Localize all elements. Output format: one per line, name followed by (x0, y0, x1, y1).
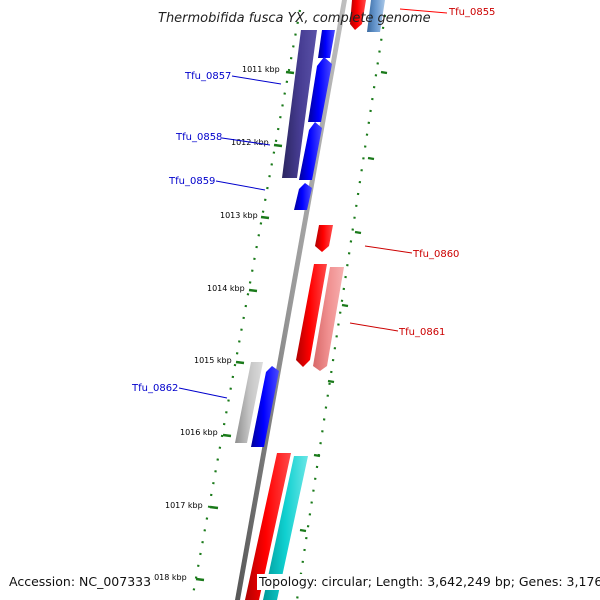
gene-tfu-0855 (350, 0, 366, 30)
tick-mark (327, 379, 335, 384)
tick-mark (354, 230, 362, 235)
tick-label: 1017 kbp (165, 501, 203, 510)
tick-mark (285, 70, 295, 75)
feature-grey (235, 362, 263, 443)
topology-label: Topology: circular; Length: 3,642,249 bp… (257, 574, 600, 590)
genome-backbone (235, 0, 347, 600)
feature-cyan (263, 456, 308, 600)
gene-tfu-0861-a (296, 264, 327, 367)
tick-mark (341, 303, 349, 308)
gene-tfu-0860 (315, 225, 333, 252)
gene-label-tfu-0859: Tfu_0859 (168, 176, 215, 187)
tick-mark (273, 143, 283, 148)
tick-mark (299, 528, 307, 533)
tick-label: 1016 kbp (180, 428, 218, 437)
gene-label-tfu-0855: Tfu_0855 (448, 7, 495, 18)
tick-mark (313, 453, 321, 458)
gene-tfu-0857-a (318, 30, 335, 58)
tick-marks (195, 70, 295, 582)
leader-tfu-0858 (221, 137, 271, 146)
gene-label-tfu-0860: Tfu_0860 (412, 249, 459, 260)
tick-label: 1015 kbp (194, 356, 232, 365)
feature-steel (367, 0, 385, 32)
reverse-features (245, 0, 385, 600)
tick-mark (248, 288, 258, 293)
tick-label: 1013 kbp (220, 211, 258, 220)
tick-mark (367, 156, 375, 161)
gene-label-tfu-0861: Tfu_0861 (398, 327, 445, 338)
outer-dotted-ring (295, 14, 387, 600)
outer-tick-marks (299, 70, 388, 533)
gene-tfu-0861 (313, 267, 344, 371)
tick-mark (260, 215, 270, 220)
gene-label-tfu-0858: Tfu_0858 (175, 132, 222, 143)
gene-labels: Tfu_0855 Tfu_0857 Tfu_0858 Tfu_0859 Tfu_… (131, 7, 495, 394)
tick-label: 1018 kbp (149, 573, 187, 582)
tick-label: 1014 kbp (207, 284, 245, 293)
feature-red-long (245, 453, 291, 600)
gene-tfu-0859 (294, 183, 312, 210)
leader-tfu-0855 (399, 8, 448, 14)
leader-tfu-0862 (178, 387, 228, 399)
feature-navy (282, 30, 317, 178)
gene-tfu-0857 (308, 57, 332, 122)
tick-mark (195, 577, 205, 582)
map-title: Thermobifida fusca YX, complete genome (158, 11, 431, 26)
gene-tfu-0862 (251, 366, 279, 447)
tick-label: 1011 kbp (242, 65, 280, 74)
tick-mark (235, 360, 245, 365)
gene-tfu-0858 (299, 122, 322, 180)
leader-tfu-0859 (215, 180, 266, 191)
accession-label: Accession: NC_007333 (7, 574, 154, 590)
tick-mark (222, 433, 232, 438)
gene-label-tfu-0857: Tfu_0857 (184, 71, 231, 82)
label-leaders (178, 8, 448, 399)
tick-mark (209, 505, 219, 510)
tick-mark (380, 70, 388, 75)
gene-label-tfu-0862: Tfu_0862 (131, 383, 178, 394)
forward-features (235, 30, 335, 447)
leader-tfu-0861 (349, 322, 399, 332)
leader-tfu-0860 (364, 245, 413, 254)
leader-tfu-0857 (231, 75, 282, 85)
